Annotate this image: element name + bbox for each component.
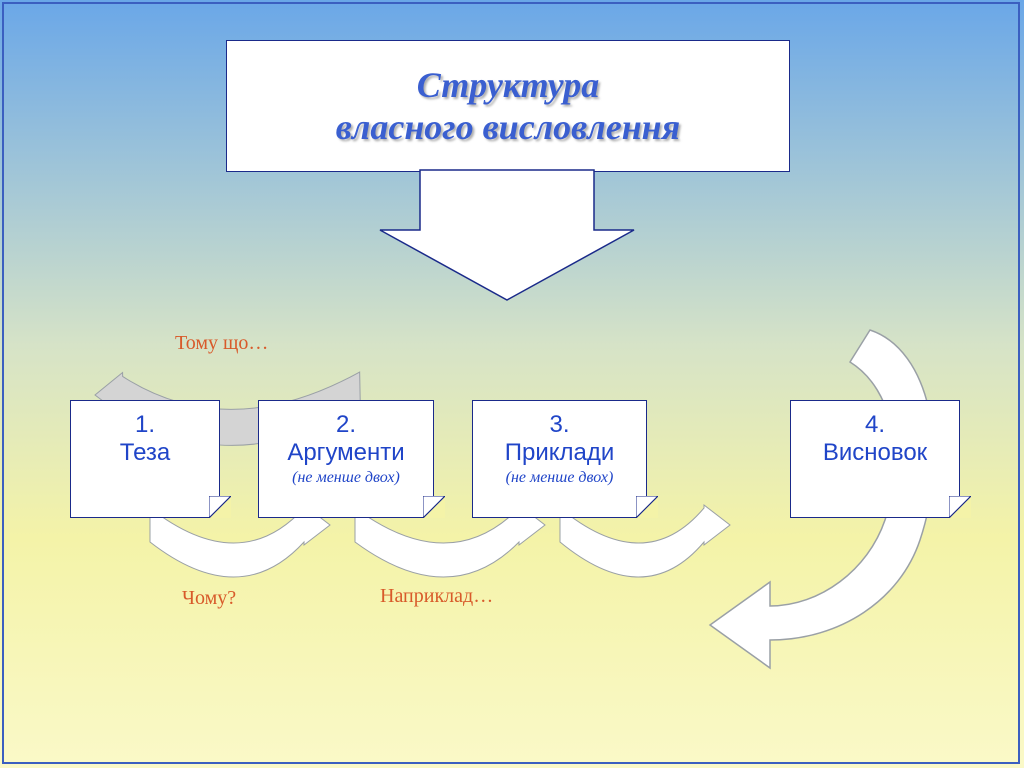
step-label: Приклади (473, 439, 646, 467)
page-fold-icon (412, 496, 434, 518)
page-fold-icon (198, 496, 220, 518)
conclusion-return-arrow (0, 0, 1024, 768)
step-box-1: 1.Теза (70, 400, 220, 518)
page-fold-icon (938, 496, 960, 518)
step-box-4: 4.Висновок (790, 400, 960, 518)
step-number: 2. (259, 411, 433, 439)
step-subtitle: (не менше двох) (473, 469, 646, 487)
step-label: Висновок (791, 439, 959, 467)
page-fold-icon (625, 496, 647, 518)
diagram-stage: Структура власного висловлення 1.Теза 2.… (0, 0, 1024, 768)
step-number: 3. (473, 411, 646, 439)
connector-label-3: Наприклад… (380, 585, 493, 608)
step-label: Аргументи (259, 439, 433, 467)
step-box-2: 2.Аргументи (не менше двох) (258, 400, 434, 518)
step-box-3: 3.Приклади (не менше двох) (472, 400, 647, 518)
connector-label-2: Чому? (182, 587, 236, 610)
step-number: 4. (791, 411, 959, 439)
step-subtitle: (не менше двох) (259, 469, 433, 487)
connector-label-1: Тому що… (175, 332, 268, 355)
step-label: Теза (71, 439, 219, 467)
step-number: 1. (71, 411, 219, 439)
